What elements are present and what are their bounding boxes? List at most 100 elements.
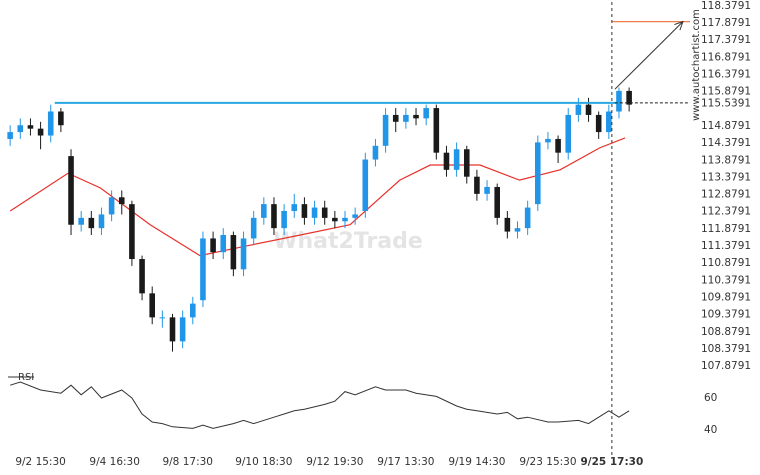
candle-body xyxy=(118,197,125,205)
y-tick-label: 60 xyxy=(704,392,717,404)
candle-body xyxy=(108,197,115,215)
candle-body xyxy=(169,317,176,342)
candle-body xyxy=(321,207,328,218)
y-tick-label: 108.8791 xyxy=(701,326,751,338)
candle-body xyxy=(240,238,247,270)
candle-body xyxy=(463,149,470,177)
y-tick-label: 109.3791 xyxy=(701,309,751,321)
y-tick-label: 110.8791 xyxy=(701,257,751,269)
y-tick-label: 118.3791 xyxy=(701,0,751,12)
candle-body xyxy=(474,176,480,194)
candle-body xyxy=(606,111,612,133)
candle-body xyxy=(250,217,257,239)
y-tick-label: 111.3791 xyxy=(701,240,751,252)
x-tick-label: 9/23 15:30 xyxy=(519,456,576,468)
candle-body xyxy=(261,204,267,218)
candle-body xyxy=(291,204,298,212)
candle-body xyxy=(68,156,74,225)
candle-body xyxy=(545,138,551,143)
x-tick-label: 9/2 15:30 xyxy=(15,456,66,468)
candle-body xyxy=(504,217,511,232)
candle-body xyxy=(585,104,592,115)
arrow-head xyxy=(674,20,684,31)
candle-body xyxy=(200,238,206,301)
candle-body xyxy=(372,145,379,160)
y-tick-label: 115.8791 xyxy=(701,86,751,98)
candle-body xyxy=(139,259,145,294)
y-tick-label: 112.3791 xyxy=(701,206,751,218)
candle-body xyxy=(78,217,84,225)
y-tick-label: 108.3791 xyxy=(701,343,751,355)
candle-body xyxy=(88,217,95,229)
candle-body xyxy=(514,228,521,232)
candle-body xyxy=(332,217,338,222)
candle-body xyxy=(7,132,13,139)
moving-average xyxy=(9,137,626,257)
y-tick-label: 117.8791 xyxy=(701,17,751,29)
y-tick-label: 117.3791 xyxy=(701,34,751,46)
watermark: What2Trade xyxy=(273,229,423,254)
y-tick-label: 110.3791 xyxy=(701,274,751,286)
y-tick-label: 112.8791 xyxy=(701,189,751,201)
candle-body xyxy=(27,125,34,129)
y-tick-label: 113.8791 xyxy=(701,154,751,166)
candle-body xyxy=(37,128,44,136)
candle-body xyxy=(281,211,287,229)
candle-body xyxy=(210,238,216,253)
candle-body xyxy=(47,111,54,136)
candle-body xyxy=(433,108,440,153)
candle-body xyxy=(271,204,277,229)
y-tick-label: 40 xyxy=(704,424,717,436)
candle-body xyxy=(392,114,399,122)
candle-body xyxy=(362,159,369,212)
candle-body xyxy=(98,214,105,229)
candle-body xyxy=(535,142,541,205)
candle-body xyxy=(58,111,64,126)
candle-body xyxy=(220,235,227,253)
y-tick-label: 115.5391 xyxy=(701,97,751,109)
candle-body xyxy=(352,214,358,218)
candle-body xyxy=(565,114,572,153)
candle-body xyxy=(484,186,490,194)
candle-body xyxy=(524,207,531,229)
y-tick-label: 114.8791 xyxy=(701,120,751,132)
y-tick-label: 113.3791 xyxy=(701,171,751,183)
y-tick-label: 111.8791 xyxy=(701,223,751,235)
x-tick-label: 9/8 17:30 xyxy=(162,456,213,468)
x-tick-label: 9/17 13:30 xyxy=(377,456,434,468)
candle-body xyxy=(423,108,429,119)
source: www.autochartist.com xyxy=(691,9,702,121)
y-tick-label: 114.3791 xyxy=(701,137,751,149)
candle-body xyxy=(626,90,632,105)
y-tick-label: 107.8791 xyxy=(701,360,751,372)
x-tick-label: 9/10 18:30 xyxy=(235,456,292,468)
candle-body xyxy=(575,104,582,115)
candle-body xyxy=(230,235,237,270)
candle-body xyxy=(149,293,155,318)
y-tick-label: 109.8791 xyxy=(701,291,751,303)
candle-body xyxy=(179,317,186,342)
x-tick-label: 9/12 19:30 xyxy=(306,456,363,468)
candle-body xyxy=(616,90,622,112)
candle-body xyxy=(159,317,166,319)
candle-body xyxy=(382,114,389,146)
candle-body xyxy=(595,114,602,133)
x-tick-label: 9/19 14:30 xyxy=(448,456,505,468)
candle-body xyxy=(555,138,561,153)
candle-body xyxy=(443,152,450,170)
forecast-arrow xyxy=(614,21,684,90)
candle-body xyxy=(403,114,409,122)
candle-body xyxy=(494,186,500,218)
candle-body xyxy=(190,303,196,318)
candle-body xyxy=(129,204,135,260)
y-tick-label: 116.8791 xyxy=(701,51,751,63)
candle-body xyxy=(301,204,308,218)
candle-body xyxy=(311,207,318,218)
y-tick-label: 116.3791 xyxy=(701,68,751,80)
candle-body xyxy=(17,125,24,133)
candle-body xyxy=(413,114,419,119)
rsi-line xyxy=(9,381,630,429)
candle-body xyxy=(453,149,460,170)
x-tick-label: 9/25 17:30 xyxy=(580,456,643,468)
